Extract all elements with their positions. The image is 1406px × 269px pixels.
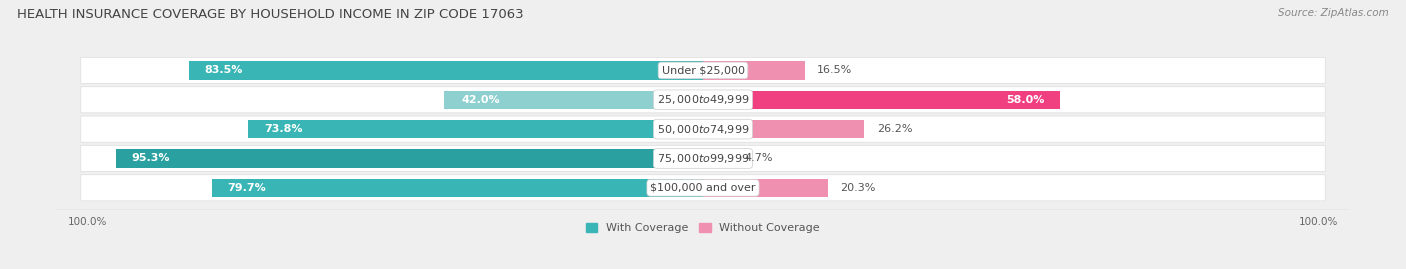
Text: 20.3%: 20.3% <box>841 183 876 193</box>
Bar <box>703 61 804 80</box>
Bar <box>444 91 703 109</box>
FancyBboxPatch shape <box>80 146 1326 172</box>
Bar <box>703 149 733 168</box>
Bar <box>188 61 703 80</box>
FancyBboxPatch shape <box>80 116 1326 142</box>
Text: 83.5%: 83.5% <box>204 65 242 75</box>
Text: Source: ZipAtlas.com: Source: ZipAtlas.com <box>1278 8 1389 18</box>
Text: 73.8%: 73.8% <box>264 124 302 134</box>
Bar <box>212 179 703 197</box>
Bar <box>249 120 703 138</box>
Text: 42.0%: 42.0% <box>463 95 501 105</box>
Text: 79.7%: 79.7% <box>228 183 266 193</box>
Text: $100,000 and over: $100,000 and over <box>650 183 756 193</box>
Text: $75,000 to $99,999: $75,000 to $99,999 <box>657 152 749 165</box>
Bar <box>703 91 1060 109</box>
Bar <box>703 120 865 138</box>
Text: Under $25,000: Under $25,000 <box>661 65 745 75</box>
Legend: With Coverage, Without Coverage: With Coverage, Without Coverage <box>586 223 820 233</box>
Text: 95.3%: 95.3% <box>131 154 170 164</box>
Text: 4.7%: 4.7% <box>744 154 773 164</box>
Bar <box>115 149 703 168</box>
FancyBboxPatch shape <box>80 57 1326 83</box>
Text: $25,000 to $49,999: $25,000 to $49,999 <box>657 93 749 106</box>
Text: 16.5%: 16.5% <box>817 65 852 75</box>
FancyBboxPatch shape <box>80 87 1326 113</box>
FancyBboxPatch shape <box>80 175 1326 201</box>
Text: 26.2%: 26.2% <box>877 124 912 134</box>
Text: $50,000 to $74,999: $50,000 to $74,999 <box>657 123 749 136</box>
Bar <box>703 179 828 197</box>
Text: HEALTH INSURANCE COVERAGE BY HOUSEHOLD INCOME IN ZIP CODE 17063: HEALTH INSURANCE COVERAGE BY HOUSEHOLD I… <box>17 8 523 21</box>
Text: 58.0%: 58.0% <box>1007 95 1045 105</box>
